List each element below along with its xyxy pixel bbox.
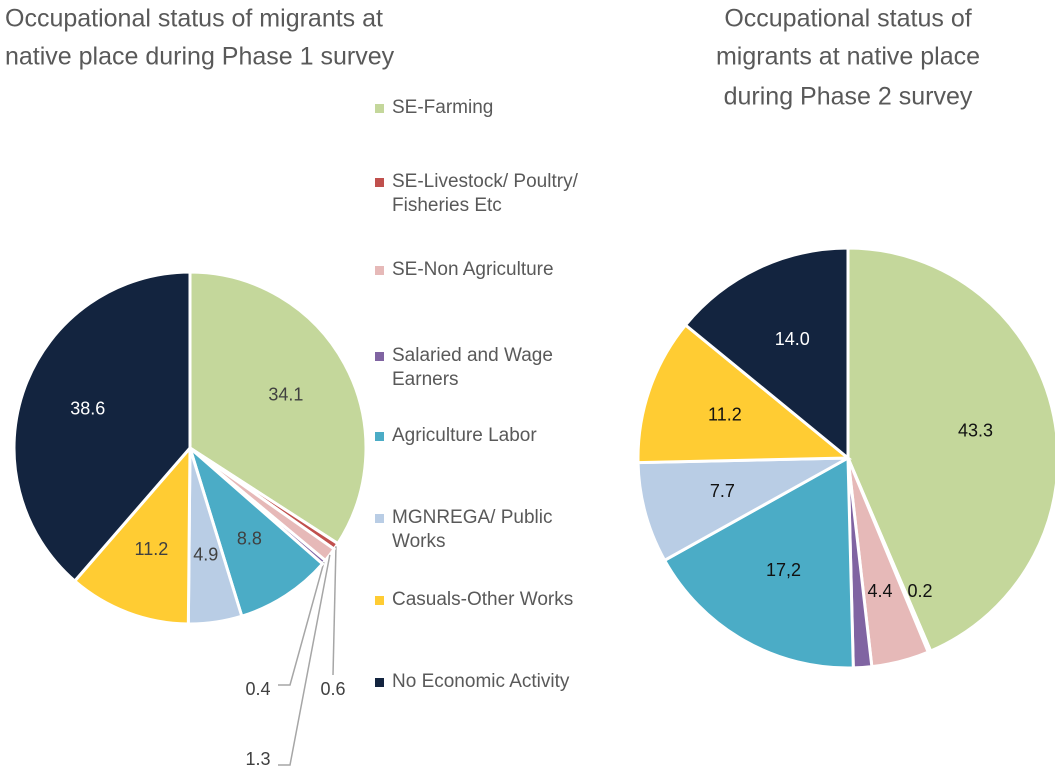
legend-label: Casuals-Other Works (392, 589, 574, 610)
data-label: 14.0 (775, 329, 810, 349)
legend-entry: SE-Farming (375, 96, 585, 120)
legend-marker (375, 432, 384, 441)
legend-label: SE-Farming (392, 97, 494, 118)
data-label: 7.7 (710, 481, 735, 501)
legend-label: SE-Non Agriculture (392, 259, 554, 280)
legend-label: No Economic Activity (392, 671, 570, 692)
legend-label: Salaried and Wage Earners (392, 345, 553, 390)
chart-title: during Phase 2 survey (724, 83, 973, 111)
data-label: 0.4 (245, 679, 270, 699)
data-label: 43.3 (958, 421, 993, 441)
leader-line (278, 554, 331, 766)
legend-marker (375, 352, 384, 361)
data-label: 38.6 (70, 399, 105, 419)
legend-entry: Casuals-Other Works (375, 588, 585, 612)
legend-label: MGNREGA/ Public Works (392, 507, 553, 552)
legend-marker (375, 596, 384, 605)
data-label: 8.8 (237, 528, 262, 548)
legend-marker (375, 266, 384, 275)
data-label: 34.1 (268, 385, 303, 405)
pie-slice (72, 443, 192, 626)
legend-marker (375, 514, 384, 523)
legend-entry: SE-Non Agriculture (375, 258, 585, 282)
pie-slice (683, 246, 850, 462)
data-label: 11.2 (708, 404, 742, 424)
legend-entry: No Economic Activity (375, 670, 585, 694)
legend-entry: Salaried and Wage Earners (375, 344, 585, 392)
chart-title: Occupational status of (724, 5, 971, 33)
data-label: 11.2 (135, 539, 169, 559)
pie-slice (662, 455, 855, 670)
chart-title: native place during Phase 1 survey (5, 43, 395, 71)
legend-label: SE-Livestock/ Poultry/ Fisheries Etc (392, 171, 578, 216)
data-label: 0.2 (907, 581, 932, 601)
legend-marker (375, 104, 384, 113)
chart-title: Occupational status of migrants at (5, 5, 383, 33)
data-label: 0.6 (320, 679, 345, 699)
pie-slice (636, 456, 849, 563)
chart-title: migrants at native place (716, 43, 980, 71)
legend-marker (375, 178, 384, 187)
pie-slice (12, 270, 192, 584)
pie-slice (846, 246, 1055, 654)
data-label: 17,2 (766, 560, 801, 580)
pie-slice (187, 443, 325, 619)
data-label: 1.3 (245, 749, 270, 769)
data-label: 4.9 (193, 545, 218, 565)
legend-marker (375, 678, 384, 687)
legend-entry: Agriculture Labor (375, 424, 585, 448)
legend-label: Agriculture Labor (392, 425, 537, 446)
pie-slice (636, 322, 853, 465)
legend-entry: MGNREGA/ Public Works (375, 506, 585, 554)
leader-line (278, 561, 325, 686)
legend-entry: SE-Livestock/ Poultry/ Fisheries Etc (375, 170, 585, 218)
leader-line (332, 546, 337, 676)
data-label: 4.4 (867, 581, 892, 601)
